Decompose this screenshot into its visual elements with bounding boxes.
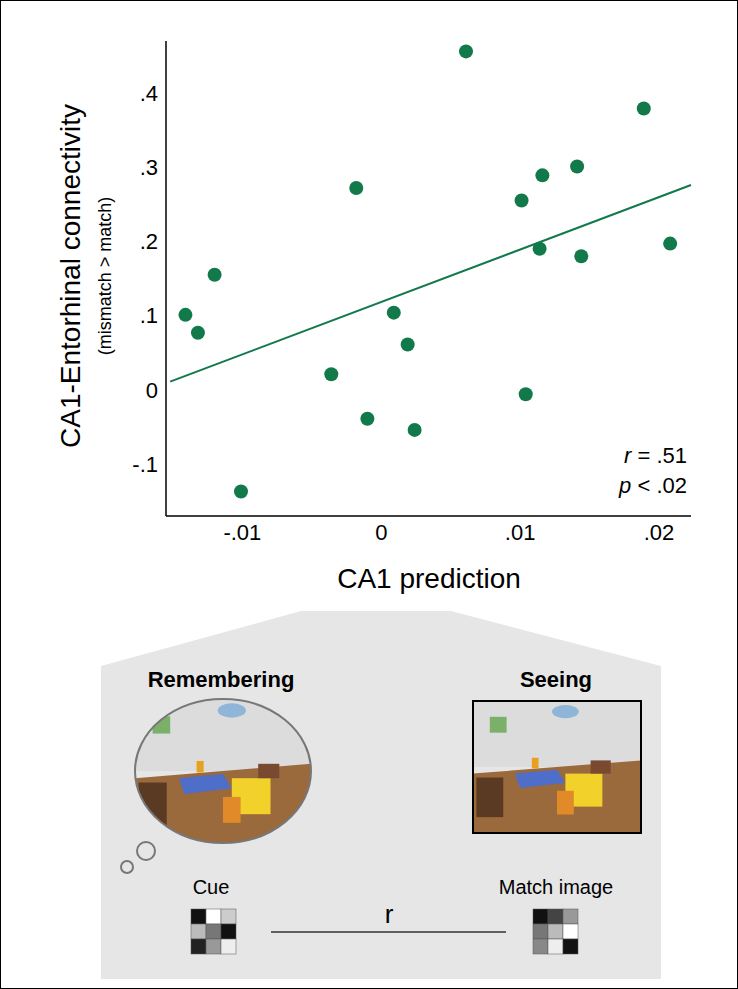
svg-text:.02: .02 [644, 520, 675, 545]
svg-text:Remembering: Remembering [148, 667, 295, 692]
svg-text:0: 0 [375, 520, 387, 545]
html-text:p < .02: p < .02 [619, 473, 687, 498]
svg-text:.01: .01 [505, 520, 536, 545]
html-text:r = .51: r = .51 [624, 443, 687, 468]
svg-text:.4: .4 [140, 81, 158, 106]
svg-text:Cue: Cue [193, 876, 230, 898]
html-text:(mismatch > match): (mismatch > match) [95, 196, 115, 356]
svg-text:.3: .3 [140, 155, 158, 180]
svg-text:.1: .1 [140, 303, 158, 328]
svg-text:-.01: -.01 [223, 520, 261, 545]
svg-text:Match image: Match image [499, 876, 614, 898]
svg-text:0: 0 [146, 378, 158, 403]
svg-text:Seeing: Seeing [520, 667, 592, 692]
svg-text:-.1: -.1 [132, 452, 158, 477]
html-text:CA1 prediction: CA1 prediction [337, 563, 521, 594]
svg-text:.2: .2 [140, 229, 158, 254]
html-text:CA1-Entorhinal connectivity: CA1-Entorhinal connectivity [55, 104, 86, 448]
svg-text:r: r [385, 899, 394, 929]
